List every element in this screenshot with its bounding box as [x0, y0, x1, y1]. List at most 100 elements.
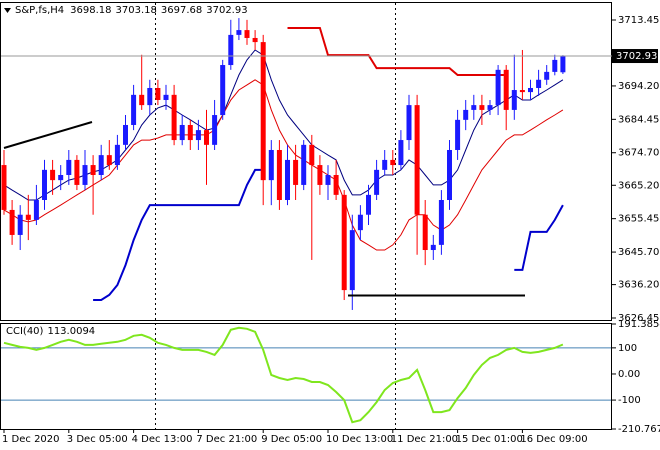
candle-body [438, 200, 444, 245]
candle-body [382, 159, 388, 170]
candle-body [293, 159, 299, 185]
x-tick-label: 1 Dec 2020 [2, 434, 60, 445]
plot-area [1, 18, 611, 424]
cci-value: 113.0094 [47, 326, 95, 337]
candle-body [98, 155, 104, 175]
candle-body [220, 65, 226, 116]
high-value: 3703.18 [116, 5, 157, 16]
y-tick-label: 3645.70 [618, 247, 659, 258]
y-tick-label: 3694.20 [618, 81, 659, 92]
y-tick-label: 191.3854 [618, 319, 660, 330]
candle-body [171, 94, 177, 141]
indicator-line [514, 204, 564, 271]
candle-body [463, 109, 469, 120]
candle-body [131, 94, 137, 125]
candle-body [9, 209, 15, 235]
candle-body [414, 105, 420, 215]
chart-header: S&P,fs,H4 3698.18 3703.18 3697.68 3702.93 [15, 5, 248, 16]
candle-body [333, 174, 339, 195]
candle-body [422, 214, 428, 251]
cci-header: CCI(40) 113.0094 [6, 326, 95, 337]
y-tick-label: 3713.45 [618, 15, 659, 26]
candle-body [349, 230, 355, 291]
candle-body [17, 214, 23, 235]
candle-body [430, 244, 436, 251]
candle-body [163, 94, 169, 100]
x-tick-label: 4 Dec 13:00 [132, 434, 193, 445]
candle-body [301, 144, 307, 185]
cci-title: CCI(40) [6, 326, 44, 337]
close-value: 3702.93 [206, 5, 247, 16]
candle-body [195, 130, 201, 141]
candle-body [236, 30, 242, 35]
candle-body [114, 144, 120, 166]
candle-body [374, 169, 380, 195]
candle-body [260, 42, 266, 181]
candle-body [341, 194, 347, 291]
x-tick-label: 7 Dec 21:00 [196, 434, 257, 445]
low-value: 3697.68 [161, 5, 202, 16]
candle-body [204, 130, 209, 145]
candle-body [519, 90, 525, 93]
candle-body [398, 140, 404, 166]
candle-body [58, 174, 64, 181]
open-value: 3698.18 [70, 5, 111, 16]
x-tick-label: 9 Dec 05:00 [261, 434, 322, 445]
candle-body [511, 90, 517, 110]
cci-line [3, 326, 564, 424]
x-tick-label: 3 Dec 05:00 [67, 434, 128, 445]
chart-title: S&P,fs,H4 [15, 5, 64, 16]
candle-body [33, 200, 39, 220]
candle-body [357, 214, 363, 231]
y-tick-label: 3626.45 [618, 313, 659, 324]
candle-body [90, 165, 96, 175]
candle-body [123, 124, 128, 145]
candle-body [317, 165, 323, 185]
candle-body [1, 165, 7, 210]
indicator-line [3, 49, 564, 201]
candle-body [536, 79, 542, 88]
y-tick-label: 3636.20 [618, 280, 659, 291]
candle-body [471, 105, 477, 110]
candle-body [74, 159, 80, 185]
candle-body [244, 30, 250, 38]
candle-body [66, 159, 72, 175]
candle-body [179, 124, 185, 141]
indicator-line [93, 168, 264, 301]
candle-body [544, 71, 550, 80]
candle-body [285, 159, 290, 201]
candle-body [147, 87, 153, 106]
candle-body [25, 214, 31, 220]
indicator-line [3, 79, 564, 251]
candle-body [366, 194, 371, 215]
candle-body [82, 165, 88, 185]
candle-body [155, 87, 161, 100]
y-tick-label: 3674.70 [618, 148, 659, 159]
trend-line [3, 121, 93, 149]
candle-body [228, 34, 234, 66]
candle-body [276, 149, 282, 201]
y-tick-label: 3655.45 [618, 214, 659, 225]
y-tick-label: 0.00 [618, 369, 640, 380]
candle-body [487, 105, 493, 110]
price-box [612, 49, 658, 64]
candle-body [42, 169, 47, 201]
candle-body [309, 144, 315, 166]
candle-body [552, 59, 558, 72]
indicator-line [287, 27, 507, 76]
y-tick-label: -210.7677 [618, 424, 660, 435]
menu-triangle [4, 8, 11, 13]
candle-body [447, 149, 452, 201]
candle-body [325, 174, 331, 185]
x-tick-label: 10 Dec 13:00 [326, 434, 393, 445]
candle-body [390, 159, 396, 166]
y-tick-label: 3684.45 [618, 114, 659, 125]
candle-body [503, 69, 509, 110]
candle-body [268, 149, 274, 181]
x-tick-label: 15 Dec 01:00 [456, 434, 523, 445]
candle-body [455, 119, 461, 150]
y-tick-label: -100 [618, 395, 641, 406]
candle-body [252, 37, 258, 43]
